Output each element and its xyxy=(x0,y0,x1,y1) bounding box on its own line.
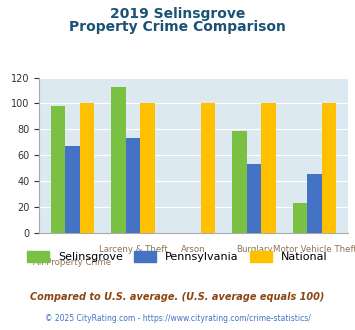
Text: Compared to U.S. average. (U.S. average equals 100): Compared to U.S. average. (U.S. average … xyxy=(30,292,325,302)
Bar xyxy=(80,103,94,233)
Bar xyxy=(247,164,261,233)
Text: © 2025 CityRating.com - https://www.cityrating.com/crime-statistics/: © 2025 CityRating.com - https://www.city… xyxy=(45,314,310,323)
Bar xyxy=(201,103,215,233)
Bar xyxy=(232,131,247,233)
Bar xyxy=(65,146,80,233)
Text: Arson: Arson xyxy=(181,245,206,254)
Text: All Property Crime: All Property Crime xyxy=(33,258,111,267)
Text: 2019 Selinsgrove: 2019 Selinsgrove xyxy=(110,7,245,20)
Text: Property Crime Comparison: Property Crime Comparison xyxy=(69,20,286,34)
Text: Larceny & Theft: Larceny & Theft xyxy=(99,245,167,254)
Bar xyxy=(307,175,322,233)
Text: Burglary: Burglary xyxy=(236,245,272,254)
Bar xyxy=(126,138,140,233)
Bar xyxy=(140,103,155,233)
Bar xyxy=(261,103,276,233)
Bar xyxy=(322,103,337,233)
Legend: Selinsgrove, Pennsylvania, National: Selinsgrove, Pennsylvania, National xyxy=(23,247,332,267)
Bar xyxy=(50,106,65,233)
Bar xyxy=(293,203,307,233)
Text: Motor Vehicle Theft: Motor Vehicle Theft xyxy=(273,245,355,254)
Bar xyxy=(111,86,126,233)
